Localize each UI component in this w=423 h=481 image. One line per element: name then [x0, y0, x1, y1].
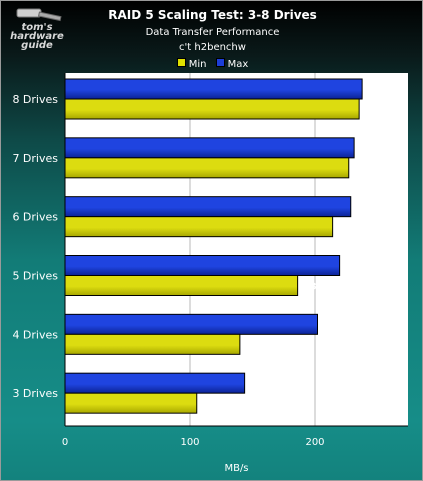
x-tick-label-200: 200 — [305, 437, 324, 448]
value-label-min-3-drives: 105.4 — [203, 399, 232, 410]
value-label-min-4-drives: 139.9 — [246, 340, 275, 351]
bar-max-8-drives — [64, 78, 363, 100]
bar-max-7-drives — [64, 137, 355, 159]
legend-swatch-max — [215, 58, 225, 67]
x-tick-label-100: 100 — [180, 437, 199, 448]
value-label-min-8-drives: 235.3 — [365, 105, 394, 116]
category-label-6-drives: 6 Drives — [12, 211, 58, 224]
value-label-max-8-drives: 237.7 — [368, 85, 397, 96]
logo-text: tom's hardware guide — [7, 22, 67, 51]
x-axis-label: MB/s — [224, 463, 248, 474]
toms-hardware-logo: tom's hardware guide — [7, 5, 67, 57]
value-label-min-6-drives: 214.1 — [339, 223, 368, 234]
bar-min-7-drives — [64, 157, 350, 179]
chart-title: RAID 5 Scaling Test: 3-8 Drives — [108, 8, 317, 22]
value-label-min-7-drives: 227.0 — [355, 164, 384, 175]
legend-item-max: Max — [215, 58, 249, 70]
value-label-max-3-drives: 143.7 — [251, 379, 280, 390]
bar-min-4-drives — [64, 333, 241, 355]
bar-min-6-drives — [64, 216, 334, 238]
value-label-max-6-drives: 228.6 — [357, 203, 386, 214]
bar-min-5-drives — [64, 275, 299, 296]
category-label-5-drives: 5 Drives — [12, 270, 58, 283]
plot-area — [65, 73, 408, 426]
chart-subtitle: Data Transfer Performance — [145, 27, 280, 38]
value-label-min-5-drives: 186.1 — [304, 282, 333, 293]
bar-min-3-drives — [64, 392, 198, 414]
legend-label-max: Max — [227, 59, 249, 70]
value-label-max-7-drives: 231.3 — [360, 144, 389, 155]
category-label-3-drives: 3 Drives — [12, 387, 58, 400]
category-label-8-drives: 8 Drives — [12, 93, 58, 106]
category-label-4-drives: 4 Drives — [12, 328, 58, 341]
logo-text-line-1: tom's — [21, 22, 53, 33]
value-label-max-4-drives: 202.0 — [324, 320, 353, 331]
legend-item-min: Min — [176, 58, 207, 70]
bar-max-3-drives — [64, 372, 246, 394]
bar-max-6-drives — [64, 196, 352, 218]
x-tick-label-0: 0 — [62, 437, 68, 448]
logo-text-line-2: hardware — [10, 31, 64, 42]
bar-max-4-drives — [64, 313, 318, 335]
chart-subtitle-benchmark: c't h2benchw — [179, 42, 246, 53]
legend-swatch-min — [176, 58, 186, 67]
category-label-7-drives: 7 Drives — [12, 152, 58, 165]
logo-text-line-3: guide — [21, 40, 53, 51]
hammer-icon — [16, 8, 62, 22]
bar-min-8-drives — [64, 98, 360, 120]
bar-max-5-drives — [64, 255, 341, 276]
legend-label-min: Min — [188, 59, 207, 70]
legend: Min Max — [1, 58, 422, 70]
value-label-max-5-drives: 219.7 — [346, 262, 375, 273]
